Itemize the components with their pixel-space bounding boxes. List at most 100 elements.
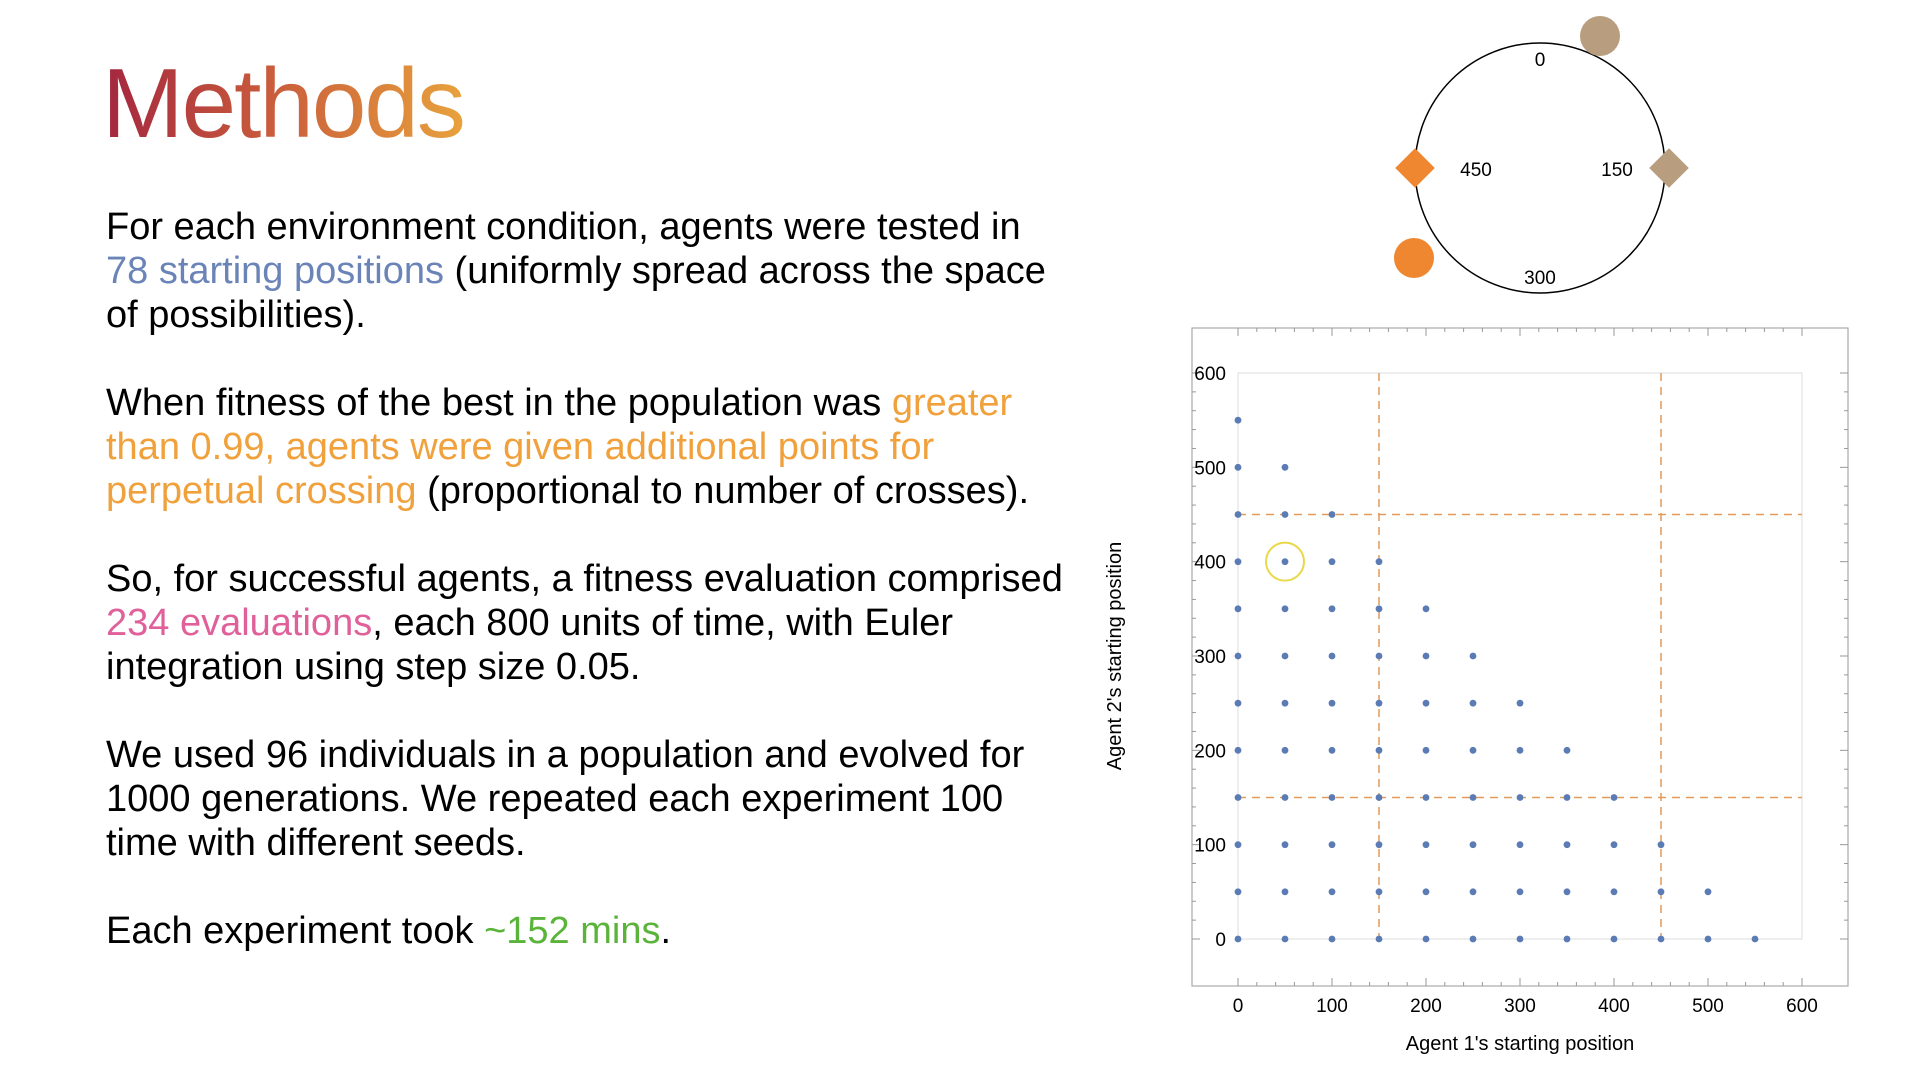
y-tick-label: 600 <box>1194 364 1226 385</box>
agent1-diamond-marker <box>1395 148 1435 188</box>
x-tick-label: 600 <box>1786 996 1818 1017</box>
data-point <box>1563 746 1571 754</box>
data-point <box>1375 888 1383 896</box>
y-tick-label: 300 <box>1194 647 1226 668</box>
page-title: Methods <box>102 48 466 158</box>
data-point <box>1234 888 1242 896</box>
data-point <box>1375 652 1383 660</box>
data-point <box>1422 935 1430 943</box>
y-axis-label: Agent 2's starting position <box>1104 542 1126 770</box>
data-point <box>1328 841 1336 849</box>
x-axis-label: Agent 1's starting position <box>1406 1033 1634 1055</box>
data-point <box>1281 652 1289 660</box>
data-point <box>1375 605 1383 613</box>
paragraph-evaluations: So, for successful agents, a fitness eva… <box>106 558 1063 688</box>
data-point <box>1328 794 1336 801</box>
data-point <box>1328 888 1336 896</box>
data-point <box>1610 888 1618 896</box>
data-point <box>1563 794 1571 801</box>
data-point <box>1610 935 1618 943</box>
data-point <box>1516 699 1524 707</box>
data-point <box>1516 888 1524 896</box>
x-tick-label: 300 <box>1504 996 1536 1017</box>
data-point <box>1328 699 1336 707</box>
highlight-ring <box>1265 541 1305 582</box>
y-tick-label: 200 <box>1194 741 1226 762</box>
plot-frame <box>1237 372 1803 940</box>
data-point <box>1328 558 1336 566</box>
highlight-additional-points: greater than 0.99, agents were given add… <box>106 382 1013 512</box>
data-point <box>1422 888 1430 896</box>
data-point <box>1281 935 1289 943</box>
data-point <box>1610 794 1618 801</box>
scatter-chart: 0 100 200 300 400 500 600 0100200300400500600 … <box>1104 327 1849 1055</box>
data-point <box>1375 699 1383 707</box>
data-point <box>1234 841 1242 849</box>
data-point <box>1657 888 1665 896</box>
data-point <box>1281 746 1289 754</box>
outer-frame <box>1191 327 1849 987</box>
x-tick-label: 500 <box>1692 996 1724 1017</box>
data-point <box>1469 794 1477 801</box>
data-point <box>1281 888 1289 896</box>
agent2-circle-marker <box>1580 16 1620 56</box>
data-point <box>1657 935 1665 943</box>
x-tick-label: 200 <box>1410 996 1442 1017</box>
data-point <box>1469 841 1477 849</box>
data-point <box>1422 794 1430 801</box>
data-point <box>1422 605 1430 613</box>
data-point <box>1422 746 1430 754</box>
data-point <box>1469 935 1477 943</box>
data-point <box>1375 935 1383 943</box>
ring-label-0: 0 <box>1535 50 1546 71</box>
data-point <box>1234 746 1242 754</box>
data-point <box>1516 935 1524 943</box>
data-point <box>1469 699 1477 707</box>
data-point <box>1563 935 1571 943</box>
ring-label-300: 300 <box>1524 268 1556 289</box>
paragraph-duration: Each experiment took ~152 mins. <box>106 910 672 952</box>
data-point <box>1328 511 1336 518</box>
data-point <box>1234 558 1242 566</box>
ring-label-150: 150 <box>1601 160 1633 181</box>
data-point <box>1234 463 1242 471</box>
ring-diagram: 0 150 300 450 <box>1394 16 1689 294</box>
data-point <box>1563 841 1571 849</box>
data-point <box>1751 935 1759 943</box>
data-point <box>1516 841 1524 849</box>
paragraph-fitness: When fitness of the best in the populati… <box>106 382 1030 512</box>
frame-ticks <box>1192 328 1848 986</box>
data-point <box>1375 841 1383 849</box>
data-point <box>1234 794 1242 801</box>
paragraph-starting-positions: For each environment condition, agents w… <box>106 206 1046 336</box>
data-point <box>1422 841 1430 849</box>
data-point <box>1328 605 1336 613</box>
data-point <box>1563 888 1571 896</box>
highlight-evaluations: 234 evaluations <box>106 602 373 644</box>
reference-lines <box>1238 373 1802 939</box>
ring-label-450: 450 <box>1460 160 1492 181</box>
data-point <box>1281 841 1289 849</box>
data-point <box>1422 652 1430 660</box>
x-tick-label: 400 <box>1598 996 1630 1017</box>
data-point <box>1704 935 1712 943</box>
data-point <box>1281 605 1289 613</box>
data-point <box>1234 605 1242 613</box>
data-points <box>1234 416 1759 943</box>
y-tick-label: 500 <box>1194 458 1226 479</box>
data-point <box>1328 746 1336 754</box>
agent2-diamond-marker <box>1649 148 1689 188</box>
y-tick-label: 400 <box>1194 553 1226 574</box>
data-point <box>1516 794 1524 801</box>
data-point <box>1234 511 1242 518</box>
body-text: For each environment condition, agents w… <box>106 205 1066 997</box>
x-tick-label: 0 <box>1233 996 1244 1017</box>
x-tick-label: 100 <box>1316 996 1348 1017</box>
x-tick-labels: 0 100 200 300 400 500 600 <box>1233 996 1818 1017</box>
data-point <box>1234 416 1242 424</box>
data-point <box>1704 888 1712 896</box>
y-tick-label: 0 <box>1215 930 1226 951</box>
highlight-duration: ~152 mins <box>484 910 661 952</box>
data-point <box>1281 558 1289 566</box>
data-point <box>1469 652 1477 660</box>
